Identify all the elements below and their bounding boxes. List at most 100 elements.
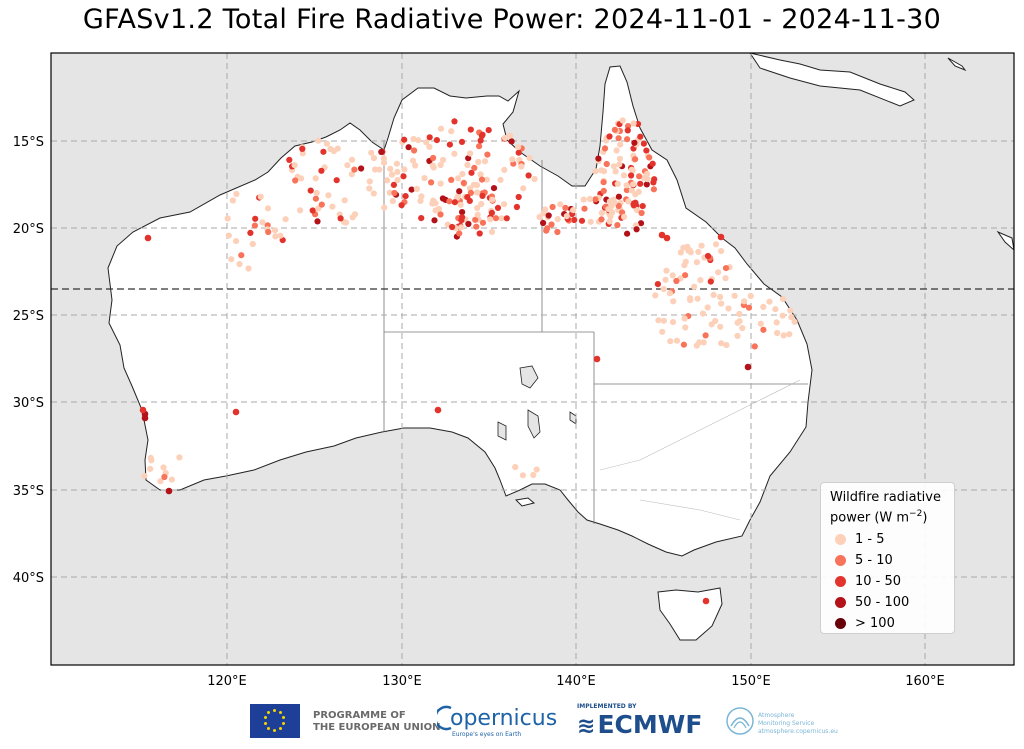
fire-point — [299, 145, 306, 152]
fire-point — [437, 125, 445, 132]
fire-point — [637, 220, 645, 227]
fire-point — [233, 238, 240, 245]
fire-point — [236, 261, 243, 268]
fire-point — [734, 332, 741, 339]
fire-point — [320, 148, 327, 155]
fire-point — [628, 172, 635, 179]
fire-point — [632, 199, 639, 206]
legend-swatch — [835, 554, 846, 566]
fire-point — [459, 209, 466, 216]
fire-point — [571, 216, 578, 224]
fire-point — [651, 176, 658, 183]
fire-point — [381, 204, 388, 211]
fire-point — [667, 338, 674, 345]
legend-label: 50 - 100 — [855, 594, 910, 610]
fire-point — [652, 292, 659, 299]
fire-point — [459, 214, 466, 221]
fire-point — [638, 209, 645, 217]
fire-point — [515, 149, 522, 156]
fire-point — [593, 355, 601, 363]
fire-point — [609, 209, 616, 216]
fire-point — [366, 185, 373, 192]
fire-point — [540, 219, 547, 227]
fire-point — [725, 305, 732, 312]
fire-point — [509, 156, 516, 163]
fire-point — [439, 195, 446, 202]
legend-item: 1 - 5 — [835, 530, 885, 548]
fire-point — [501, 166, 508, 173]
fire-point — [654, 281, 662, 288]
fire-point — [614, 180, 621, 187]
fire-point — [646, 154, 653, 161]
fire-point — [662, 276, 669, 283]
fire-point — [464, 194, 471, 201]
fire-point — [503, 215, 510, 222]
x-tick-label: 150°E — [731, 674, 771, 689]
fire-point — [488, 228, 496, 235]
fire-point — [717, 233, 725, 241]
fire-point — [780, 332, 787, 339]
legend-title-line1: Wildfire radiative — [830, 490, 941, 505]
fire-point — [592, 196, 599, 203]
fire-point — [760, 303, 767, 310]
fire-point — [247, 229, 254, 236]
fire-point — [232, 408, 240, 416]
fire-point — [739, 325, 746, 332]
fire-point — [448, 128, 455, 135]
fire-point — [474, 189, 481, 196]
fire-point — [631, 139, 638, 146]
fire-point — [409, 157, 417, 164]
ecmwf-logo-text: ECMWF — [597, 710, 703, 739]
fire-point — [141, 414, 149, 422]
copernicus-tagline: Europe's eyes on Earth — [452, 731, 522, 738]
fire-point — [282, 216, 289, 223]
fire-point — [501, 134, 508, 141]
fire-point — [630, 120, 637, 127]
lake-gairdner — [497, 421, 507, 441]
fire-point — [494, 204, 502, 211]
fire-point — [478, 176, 486, 183]
fire-point — [639, 203, 646, 210]
fire-point — [791, 318, 798, 325]
fire-point — [323, 140, 330, 147]
fire-point — [333, 177, 340, 184]
fire-point — [400, 173, 407, 180]
fire-point — [548, 221, 555, 228]
fire-point — [465, 155, 472, 162]
fire-point — [474, 211, 481, 218]
fire-point — [691, 283, 698, 290]
fire-point — [788, 314, 795, 321]
fire-point — [617, 141, 624, 148]
fire-point — [598, 209, 606, 216]
fire-point — [432, 200, 439, 207]
fire-point — [473, 223, 480, 230]
fire-point — [487, 216, 494, 223]
fire-point — [587, 218, 594, 225]
eu-flag-logo — [250, 704, 300, 738]
fire-point — [467, 126, 474, 133]
fire-point — [421, 175, 428, 182]
fire-point — [606, 133, 613, 140]
footer-logos: PROGRAMME OF THE EUROPEAN UNION opernicu… — [0, 700, 1024, 745]
fire-point — [292, 177, 299, 184]
fire-point — [405, 144, 412, 151]
fire-point — [458, 138, 466, 145]
fire-point — [139, 406, 147, 414]
australia-landmass — [107, 65, 813, 557]
fire-point — [501, 201, 508, 208]
fire-point — [446, 141, 453, 148]
fire-point — [774, 329, 781, 337]
fire-point — [586, 195, 594, 203]
implemented-by-text: IMPLEMENTED BY — [577, 703, 637, 710]
y-tick-label: 30°S — [13, 396, 44, 411]
fire-point — [387, 165, 394, 172]
fire-point — [224, 215, 231, 222]
fire-point — [144, 234, 152, 242]
fire-point — [348, 171, 355, 178]
fire-point — [747, 292, 754, 300]
fire-point — [615, 193, 623, 200]
fire-point — [508, 138, 515, 145]
fire-point — [370, 155, 378, 162]
fire-point — [470, 181, 477, 188]
fire-point — [722, 265, 730, 272]
